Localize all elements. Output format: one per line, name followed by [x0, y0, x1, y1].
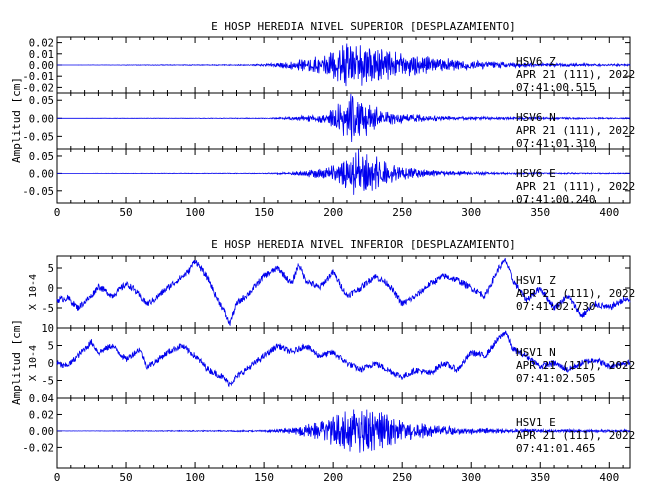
x-tick-label: 150 — [254, 206, 274, 219]
x-tick-label: 100 — [185, 471, 205, 484]
chart-upper-level: E HOSP HEREDIA NIVEL SUPERIOR [DESPLAZAM… — [10, 20, 635, 219]
waveform-trace — [57, 93, 631, 143]
waveform-trace — [57, 409, 631, 453]
waveform-trace — [56, 330, 631, 388]
x-tick-label: 150 — [254, 471, 274, 484]
x-tick-label: 50 — [119, 206, 132, 219]
x-tick-label: 350 — [530, 206, 550, 219]
y-tick-label: -5 — [41, 376, 54, 388]
station-info-line: APR 21 (111), 2022 — [516, 429, 635, 442]
station-info-line: HSV1 Z — [516, 274, 556, 287]
x-tick-label: 300 — [461, 471, 481, 484]
y-tick-label: -0.05 — [22, 131, 54, 143]
x-tick-label: 350 — [530, 471, 550, 484]
station-info-line: 07:41:02.505 — [516, 372, 595, 385]
x-tick-label: 250 — [392, 206, 412, 219]
chart-title: E HOSP HEREDIA NIVEL INFERIOR [DESPLAZAM… — [211, 238, 516, 251]
y-tick-label: 5 — [48, 263, 54, 275]
station-info-line: 07:41:00.515 — [516, 81, 595, 94]
y-tick-label: 0.04 — [29, 393, 54, 405]
station-info-line: APR 21 (111), 2022 — [516, 359, 635, 372]
scale-label: X 10-4 — [28, 274, 39, 310]
panel-frame — [56, 148, 631, 204]
y-tick-label: -0.02 — [22, 442, 54, 454]
x-tick-label: 200 — [323, 471, 343, 484]
station-info-line: HSV1 N — [516, 346, 556, 359]
station-info-line: HSV6 N — [516, 111, 556, 124]
x-tick-label: 400 — [599, 471, 619, 484]
y-tick-label: 0.00 — [29, 60, 54, 72]
station-info-line: 07:41:01.465 — [516, 442, 595, 455]
chart-title: E HOSP HEREDIA NIVEL SUPERIOR [DESPLAZAM… — [211, 20, 516, 33]
y-axis-label: Amplitud [cm] — [10, 319, 23, 405]
y-tick-label: -0.01 — [22, 71, 54, 83]
station-info-line: APR 21 (111), 2022 — [516, 68, 635, 81]
station-info-line: HSV6 Z — [516, 55, 556, 68]
y-tick-label: 0.00 — [29, 113, 54, 125]
y-tick-label: 0 — [48, 358, 54, 370]
y-tick-label: -0.02 — [22, 82, 54, 94]
station-info-line: HSV1 E — [516, 416, 556, 429]
x-tick-label: 0 — [54, 206, 61, 219]
x-tick-label: 250 — [392, 471, 412, 484]
y-tick-label: 0.05 — [29, 95, 54, 107]
station-info-line: 07:41:00.240 — [516, 193, 595, 206]
station-info-line: 07:41:01.310 — [516, 137, 595, 150]
scale-label: X 10-4 — [28, 345, 39, 381]
y-tick-label: 0.05 — [29, 151, 54, 163]
waveform-trace — [57, 43, 631, 87]
station-info-line: HSV6 E — [516, 167, 556, 180]
y-tick-label: 0.02 — [29, 38, 54, 50]
chart-lower-level: E HOSP HEREDIA NIVEL INFERIOR [DESPLAZAM… — [10, 238, 635, 484]
x-tick-label: 100 — [185, 206, 205, 219]
y-axis-label: Amplitud [cm] — [10, 77, 23, 163]
y-tick-label: 5 — [48, 341, 54, 353]
x-tick-label: 300 — [461, 206, 481, 219]
waveform-trace — [57, 149, 631, 195]
y-tick-label: -0.05 — [22, 186, 54, 198]
y-tick-label: 0.00 — [29, 426, 54, 438]
panel-frame — [56, 397, 631, 469]
x-tick-label: 50 — [119, 471, 132, 484]
y-tick-label: -5 — [41, 303, 54, 315]
station-info-line: APR 21 (111), 2022 — [516, 124, 635, 137]
y-tick-label: 0.00 — [29, 168, 54, 180]
station-info-line: 07:41:02.730 — [516, 300, 595, 313]
y-tick-label: 0.02 — [29, 409, 54, 421]
y-tick-label: 10 — [41, 323, 54, 335]
y-tick-label: 0.01 — [29, 49, 54, 61]
x-tick-label: 0 — [54, 471, 61, 484]
station-info-line: APR 21 (111), 2022 — [516, 287, 635, 300]
x-tick-label: 400 — [599, 206, 619, 219]
station-info-line: APR 21 (111), 2022 — [516, 180, 635, 193]
x-tick-label: 200 — [323, 206, 343, 219]
waveform-trace — [56, 257, 631, 327]
y-tick-label: 0 — [48, 283, 54, 295]
